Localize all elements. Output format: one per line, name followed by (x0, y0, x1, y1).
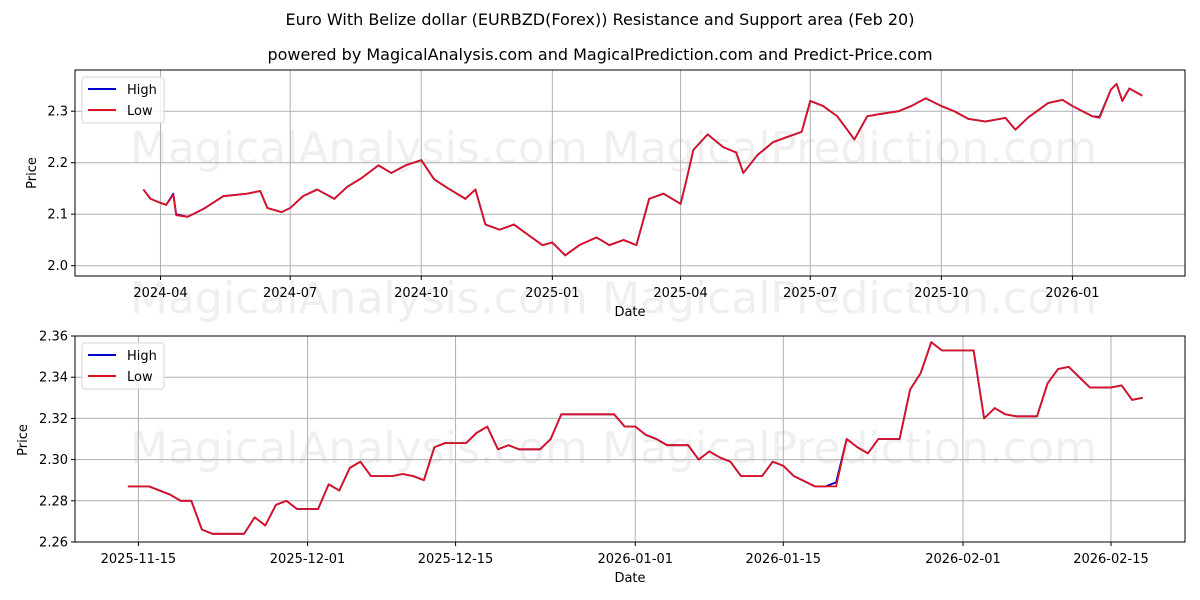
x-tick-label: 2025-10 (914, 286, 968, 301)
bottom-legend: High Low (81, 342, 165, 390)
bottom-axes-frame (74, 335, 1186, 543)
x-tick-label: 2025-04 (653, 286, 707, 301)
watermark-analysis: MagicalAnalysis.com (130, 123, 588, 174)
x-tick-label: 2024-10 (394, 286, 448, 301)
low-series-line (127, 341, 1143, 535)
high-legend-label: High (127, 349, 157, 364)
low-series-line (142, 83, 1143, 257)
y-tick-label: 2.2 (47, 156, 68, 171)
top-y-axis-label: Price (25, 157, 40, 189)
x-tick-label: 2026-02-15 (1073, 552, 1149, 567)
y-tick-label: 2.34 (39, 371, 68, 386)
x-tick-label: 2026-02-01 (925, 552, 1001, 567)
bottom-x-axis-label: Date (614, 571, 645, 586)
bottom-chart: MagicalAnalysis.com MagicalPrediction.co… (16, 330, 1186, 586)
y-tick-label: 2.26 (39, 536, 68, 551)
bottom-plot-area (75, 336, 1185, 542)
x-tick-label: 2024-04 (133, 286, 187, 301)
low-legend-label: Low (127, 104, 153, 119)
x-tick-label: 2026-01-15 (746, 552, 822, 567)
x-tick-label: 2025-11-15 (101, 552, 177, 567)
x-tick-label: 2024-07 (263, 286, 317, 301)
watermark-prediction: MagicalPrediction.com (602, 123, 1097, 174)
top-watermark: MagicalAnalysis.com MagicalPrediction.co… (130, 123, 1097, 324)
y-tick-label: 2.0 (47, 259, 68, 274)
bottom-y-axis-label: Price (16, 424, 31, 456)
watermark-prediction-lower: MagicalPrediction.com (602, 273, 1097, 324)
chart-title: Euro With Belize dollar (EURBZD(Forex)) … (285, 10, 915, 29)
y-tick-label: 2.1 (47, 208, 68, 223)
chart-subtitle: powered by MagicalAnalysis.com and Magic… (267, 45, 933, 64)
x-tick-label: 2025-07 (783, 286, 837, 301)
top-axes-frame (74, 69, 1186, 277)
top-chart: MagicalAnalysis.com MagicalPrediction.co… (25, 69, 1186, 324)
y-tick-label: 2.30 (39, 453, 68, 468)
y-tick-label: 2.36 (39, 330, 68, 345)
top-x-axis: 2024-04 2024-07 2024-10 2025-01 2025-04 2025-… (133, 276, 1100, 301)
top-x-axis-label: Date (614, 305, 645, 320)
bottom-x-axis: 2025-11-15 2025-12-01 2025-12-15 2026-01-01… (101, 542, 1149, 567)
y-tick-label: 2.32 (39, 412, 68, 427)
watermark-analysis-lower: MagicalAnalysis.com (130, 273, 588, 324)
high-legend-label: High (127, 83, 157, 98)
x-tick-label: 2025-01 (525, 286, 579, 301)
top-legend: High Low (81, 76, 165, 124)
low-legend-label: Low (127, 370, 153, 385)
bottom-series-lines (127, 341, 1143, 535)
y-tick-label: 2.3 (47, 105, 68, 120)
x-tick-label: 2026-01-01 (598, 552, 674, 567)
bottom-watermark: MagicalAnalysis.com MagicalPrediction.co… (130, 423, 1097, 474)
watermark-prediction-bottom: MagicalPrediction.com (602, 423, 1097, 474)
y-tick-label: 2.28 (39, 494, 68, 509)
x-tick-label: 2026-01 (1045, 286, 1099, 301)
bottom-y-axis: 2.26 2.28 2.30 2.32 2.34 2.36 (39, 330, 75, 551)
x-tick-label: 2025-12-15 (418, 552, 494, 567)
watermark-analysis-bottom: MagicalAnalysis.com (130, 423, 588, 474)
top-y-axis: 2.0 2.1 2.2 2.3 (47, 105, 75, 274)
x-tick-label: 2025-12-01 (270, 552, 346, 567)
top-series-lines (142, 83, 1143, 257)
